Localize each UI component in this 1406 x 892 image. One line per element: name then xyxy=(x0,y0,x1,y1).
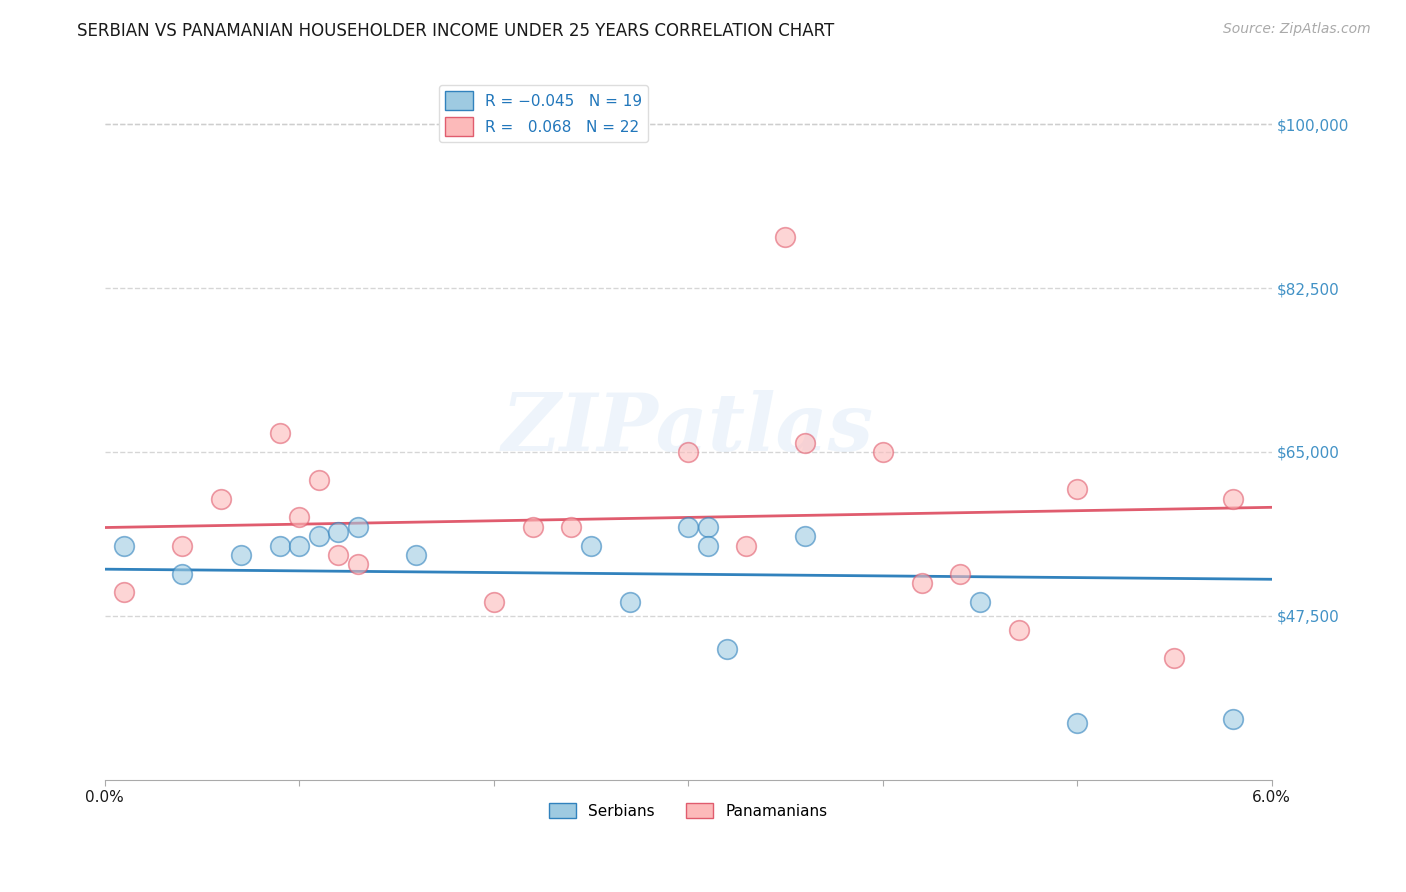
Point xyxy=(172,539,194,553)
Point xyxy=(676,520,699,534)
Point xyxy=(1222,491,1244,506)
Point xyxy=(696,539,718,553)
Point xyxy=(209,491,232,506)
Point xyxy=(949,566,972,581)
Point xyxy=(288,510,311,524)
Point xyxy=(346,520,368,534)
Legend: Serbians, Panamanians: Serbians, Panamanians xyxy=(543,797,834,824)
Point xyxy=(969,595,991,609)
Point xyxy=(326,548,349,562)
Point xyxy=(579,539,602,553)
Point xyxy=(872,445,894,459)
Point xyxy=(716,641,738,656)
Point xyxy=(229,548,252,562)
Point xyxy=(308,529,330,543)
Point xyxy=(269,426,291,441)
Point xyxy=(112,539,135,553)
Point xyxy=(112,585,135,599)
Text: Source: ZipAtlas.com: Source: ZipAtlas.com xyxy=(1223,22,1371,37)
Point xyxy=(560,520,582,534)
Point xyxy=(288,539,311,553)
Point xyxy=(775,229,797,244)
Point xyxy=(793,435,815,450)
Point xyxy=(1066,716,1088,731)
Point xyxy=(1222,712,1244,726)
Point xyxy=(676,445,699,459)
Point xyxy=(172,566,194,581)
Point xyxy=(308,473,330,487)
Point xyxy=(696,520,718,534)
Point xyxy=(1008,623,1031,637)
Point xyxy=(326,524,349,539)
Point xyxy=(619,595,641,609)
Point xyxy=(482,595,505,609)
Point xyxy=(346,558,368,572)
Point xyxy=(735,539,758,553)
Point xyxy=(910,576,932,591)
Point xyxy=(522,520,544,534)
Point xyxy=(405,548,427,562)
Point xyxy=(793,529,815,543)
Text: ZIPatlas: ZIPatlas xyxy=(502,390,875,467)
Point xyxy=(1163,651,1185,665)
Point xyxy=(269,539,291,553)
Text: SERBIAN VS PANAMANIAN HOUSEHOLDER INCOME UNDER 25 YEARS CORRELATION CHART: SERBIAN VS PANAMANIAN HOUSEHOLDER INCOME… xyxy=(77,22,835,40)
Point xyxy=(1066,483,1088,497)
